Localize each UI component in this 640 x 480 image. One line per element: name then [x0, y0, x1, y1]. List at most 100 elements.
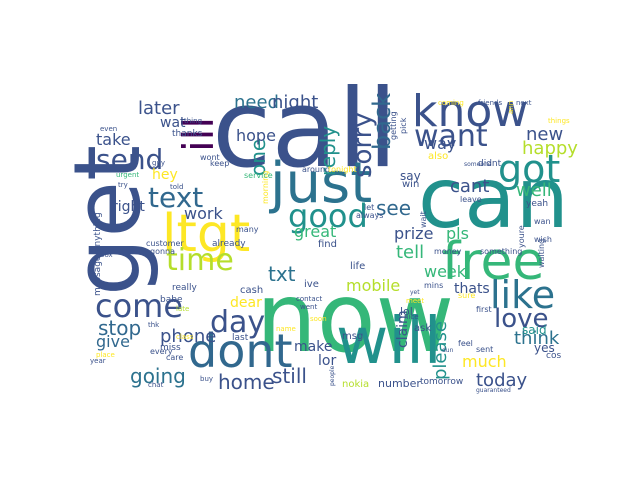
word-last: last — [232, 333, 249, 343]
word-told: told — [170, 183, 184, 191]
word-friends: friends — [478, 99, 503, 107]
word-try: try — [118, 181, 128, 189]
word-babe: babe — [160, 295, 183, 305]
word-ltgt: ltgt — [162, 204, 251, 264]
word-getting: getting — [389, 111, 398, 140]
word-send: send — [96, 143, 164, 176]
word-soon: soon — [310, 315, 327, 323]
word-great: great — [294, 222, 337, 241]
word-didnt: didnt — [478, 159, 502, 169]
word-make: make — [294, 339, 333, 355]
word-gonna: gonna — [150, 247, 176, 256]
word-coming: coming — [438, 99, 464, 107]
word-box: box — [100, 251, 113, 259]
word-anything: anything — [93, 212, 103, 252]
word-care: care — [166, 353, 184, 362]
word-want: want — [414, 119, 488, 154]
word-pick: pick — [399, 117, 408, 134]
word-cant: cant — [450, 176, 490, 197]
word-many: many — [236, 225, 259, 234]
word-miss: miss — [160, 343, 181, 353]
word-work: work — [184, 204, 223, 223]
word-ask: ask — [414, 323, 432, 334]
word-really: really — [172, 283, 197, 293]
word-keep: keep — [210, 159, 230, 168]
word-happy: happy — [522, 138, 578, 159]
word-wait: wait — [419, 211, 428, 228]
word-something: something — [480, 247, 523, 256]
word-buy: buy — [200, 375, 214, 383]
word-night: night — [272, 92, 319, 113]
word-stop: stop — [98, 316, 142, 340]
word-ann: ann — [507, 100, 515, 114]
word-late: late — [176, 305, 190, 313]
word-dear: dear — [230, 295, 262, 311]
word-can: can — [418, 149, 569, 247]
word-mobile: mobile — [346, 276, 401, 295]
word-tonight: tonight — [328, 165, 357, 174]
word-already: already — [212, 239, 246, 249]
word-now: now — [256, 262, 455, 374]
word-wat: wat — [160, 115, 186, 131]
word-love: love — [494, 304, 549, 334]
word-thanks: thanks — [172, 129, 203, 139]
word-way: way — [424, 134, 457, 153]
word-day: day — [210, 305, 266, 340]
word-went: went — [300, 303, 318, 311]
word-guaranteed: guaranteed — [476, 387, 511, 394]
word-call: call — [212, 67, 398, 192]
word-lor: lor — [318, 353, 337, 369]
word-msg: msg — [342, 331, 364, 342]
word-year: year — [90, 357, 106, 365]
word-dont: dont — [188, 324, 293, 378]
word-class: class — [176, 333, 194, 341]
word-yet: yet — [410, 289, 420, 296]
word-yeah: yeah — [526, 199, 549, 209]
word-cash: cash — [240, 285, 264, 296]
word-said: said — [522, 323, 547, 337]
word-waiting: waiting — [537, 238, 546, 268]
word-yes: yes — [534, 341, 555, 355]
word-new: new — [526, 124, 564, 145]
word-well: well — [516, 180, 552, 201]
word-find: find — [318, 239, 337, 250]
word-take: take — [96, 130, 131, 149]
word-will: will — [336, 305, 442, 379]
word-tell: tell — [396, 242, 425, 263]
word-time: time — [166, 243, 234, 278]
word-wan: wan — [534, 217, 551, 226]
word-sure: sure — [458, 291, 476, 300]
word-much: much — [462, 352, 507, 371]
word-say: say — [400, 169, 421, 183]
word-thing: thing — [184, 117, 203, 125]
word-like: like — [490, 273, 556, 317]
word-nice: nice — [404, 313, 419, 321]
word-cos: cos — [546, 351, 562, 361]
word-wont: wont — [200, 153, 220, 162]
word-week: week — [424, 262, 467, 281]
word-every: every — [150, 347, 173, 356]
word-feel: feel — [458, 339, 473, 348]
word-sent: sent — [476, 345, 494, 354]
word-just: just — [270, 151, 373, 216]
word-always: always — [356, 211, 384, 220]
word-come: come — [95, 287, 184, 325]
word-money: money — [434, 247, 462, 256]
word-first: first — [476, 305, 492, 314]
word-see: see — [376, 196, 412, 220]
word-prize: prize — [394, 224, 434, 243]
word-win: win — [402, 179, 420, 190]
word-chat: chat — [148, 381, 164, 389]
word-life: life — [350, 261, 366, 272]
word-right: right — [112, 199, 145, 215]
word-mins: mins — [424, 281, 444, 290]
word-customer: customer — [146, 239, 184, 248]
word-good: good — [288, 197, 368, 235]
word-ive: ive — [304, 279, 319, 290]
word-need: need — [234, 92, 279, 113]
word-around: around — [302, 165, 331, 174]
word-give: give — [96, 332, 130, 351]
word-someone: someone — [464, 161, 492, 168]
word-know: know — [412, 86, 529, 137]
